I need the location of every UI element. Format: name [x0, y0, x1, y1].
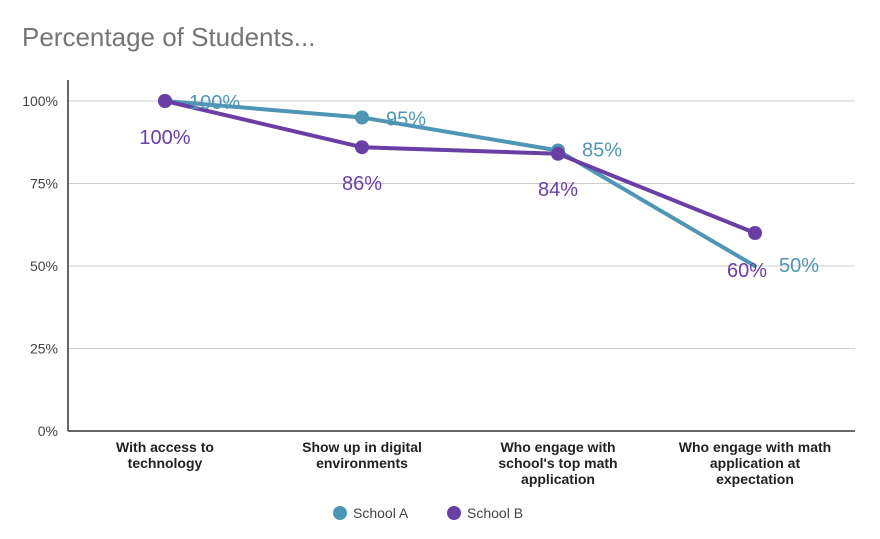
data-label: 85% — [582, 140, 622, 162]
data-label: 100% — [189, 92, 240, 114]
data-label: 60% — [727, 260, 767, 282]
y-tick-label: 50% — [30, 258, 58, 274]
legend-label: School A — [353, 505, 409, 521]
gridlines — [68, 100, 855, 349]
x-category-label: With access to technology — [116, 439, 214, 471]
data-point — [355, 140, 369, 155]
series-line-school-a — [163, 99, 757, 268]
data-labels: 100% 95% 85% 50% 100% 86% 84% 60% — [139, 92, 819, 282]
data-label: 100% — [139, 127, 190, 149]
data-point — [355, 110, 369, 125]
legend-label: School B — [467, 505, 523, 521]
y-tick-label: 0% — [38, 423, 58, 439]
data-label: 95% — [386, 109, 426, 131]
data-label: 50% — [779, 255, 819, 277]
x-category-label: Show up in digital environments — [302, 439, 422, 471]
y-tick-label: 25% — [30, 341, 58, 357]
legend-marker — [333, 506, 347, 520]
legend: School A School B — [333, 505, 523, 521]
y-tick-label: 75% — [30, 176, 58, 192]
series-line-school-b — [163, 99, 757, 235]
x-category-label: Who engage with math application at expect… — [679, 439, 831, 487]
data-label: 86% — [342, 173, 382, 195]
legend-marker — [447, 506, 461, 520]
y-tick-label: 100% — [22, 93, 58, 109]
chart-title: Percentage of Students... — [22, 22, 316, 52]
axes: 0% 25% 50% 75% 100% With access to technology S… — [22, 80, 855, 487]
series-lines — [158, 94, 762, 268]
data-point — [551, 146, 565, 161]
x-category-label: Who engage with school's top math applicat… — [498, 439, 617, 487]
data-point — [748, 226, 762, 240]
data-label: 84% — [538, 179, 578, 201]
data-point — [158, 94, 172, 108]
